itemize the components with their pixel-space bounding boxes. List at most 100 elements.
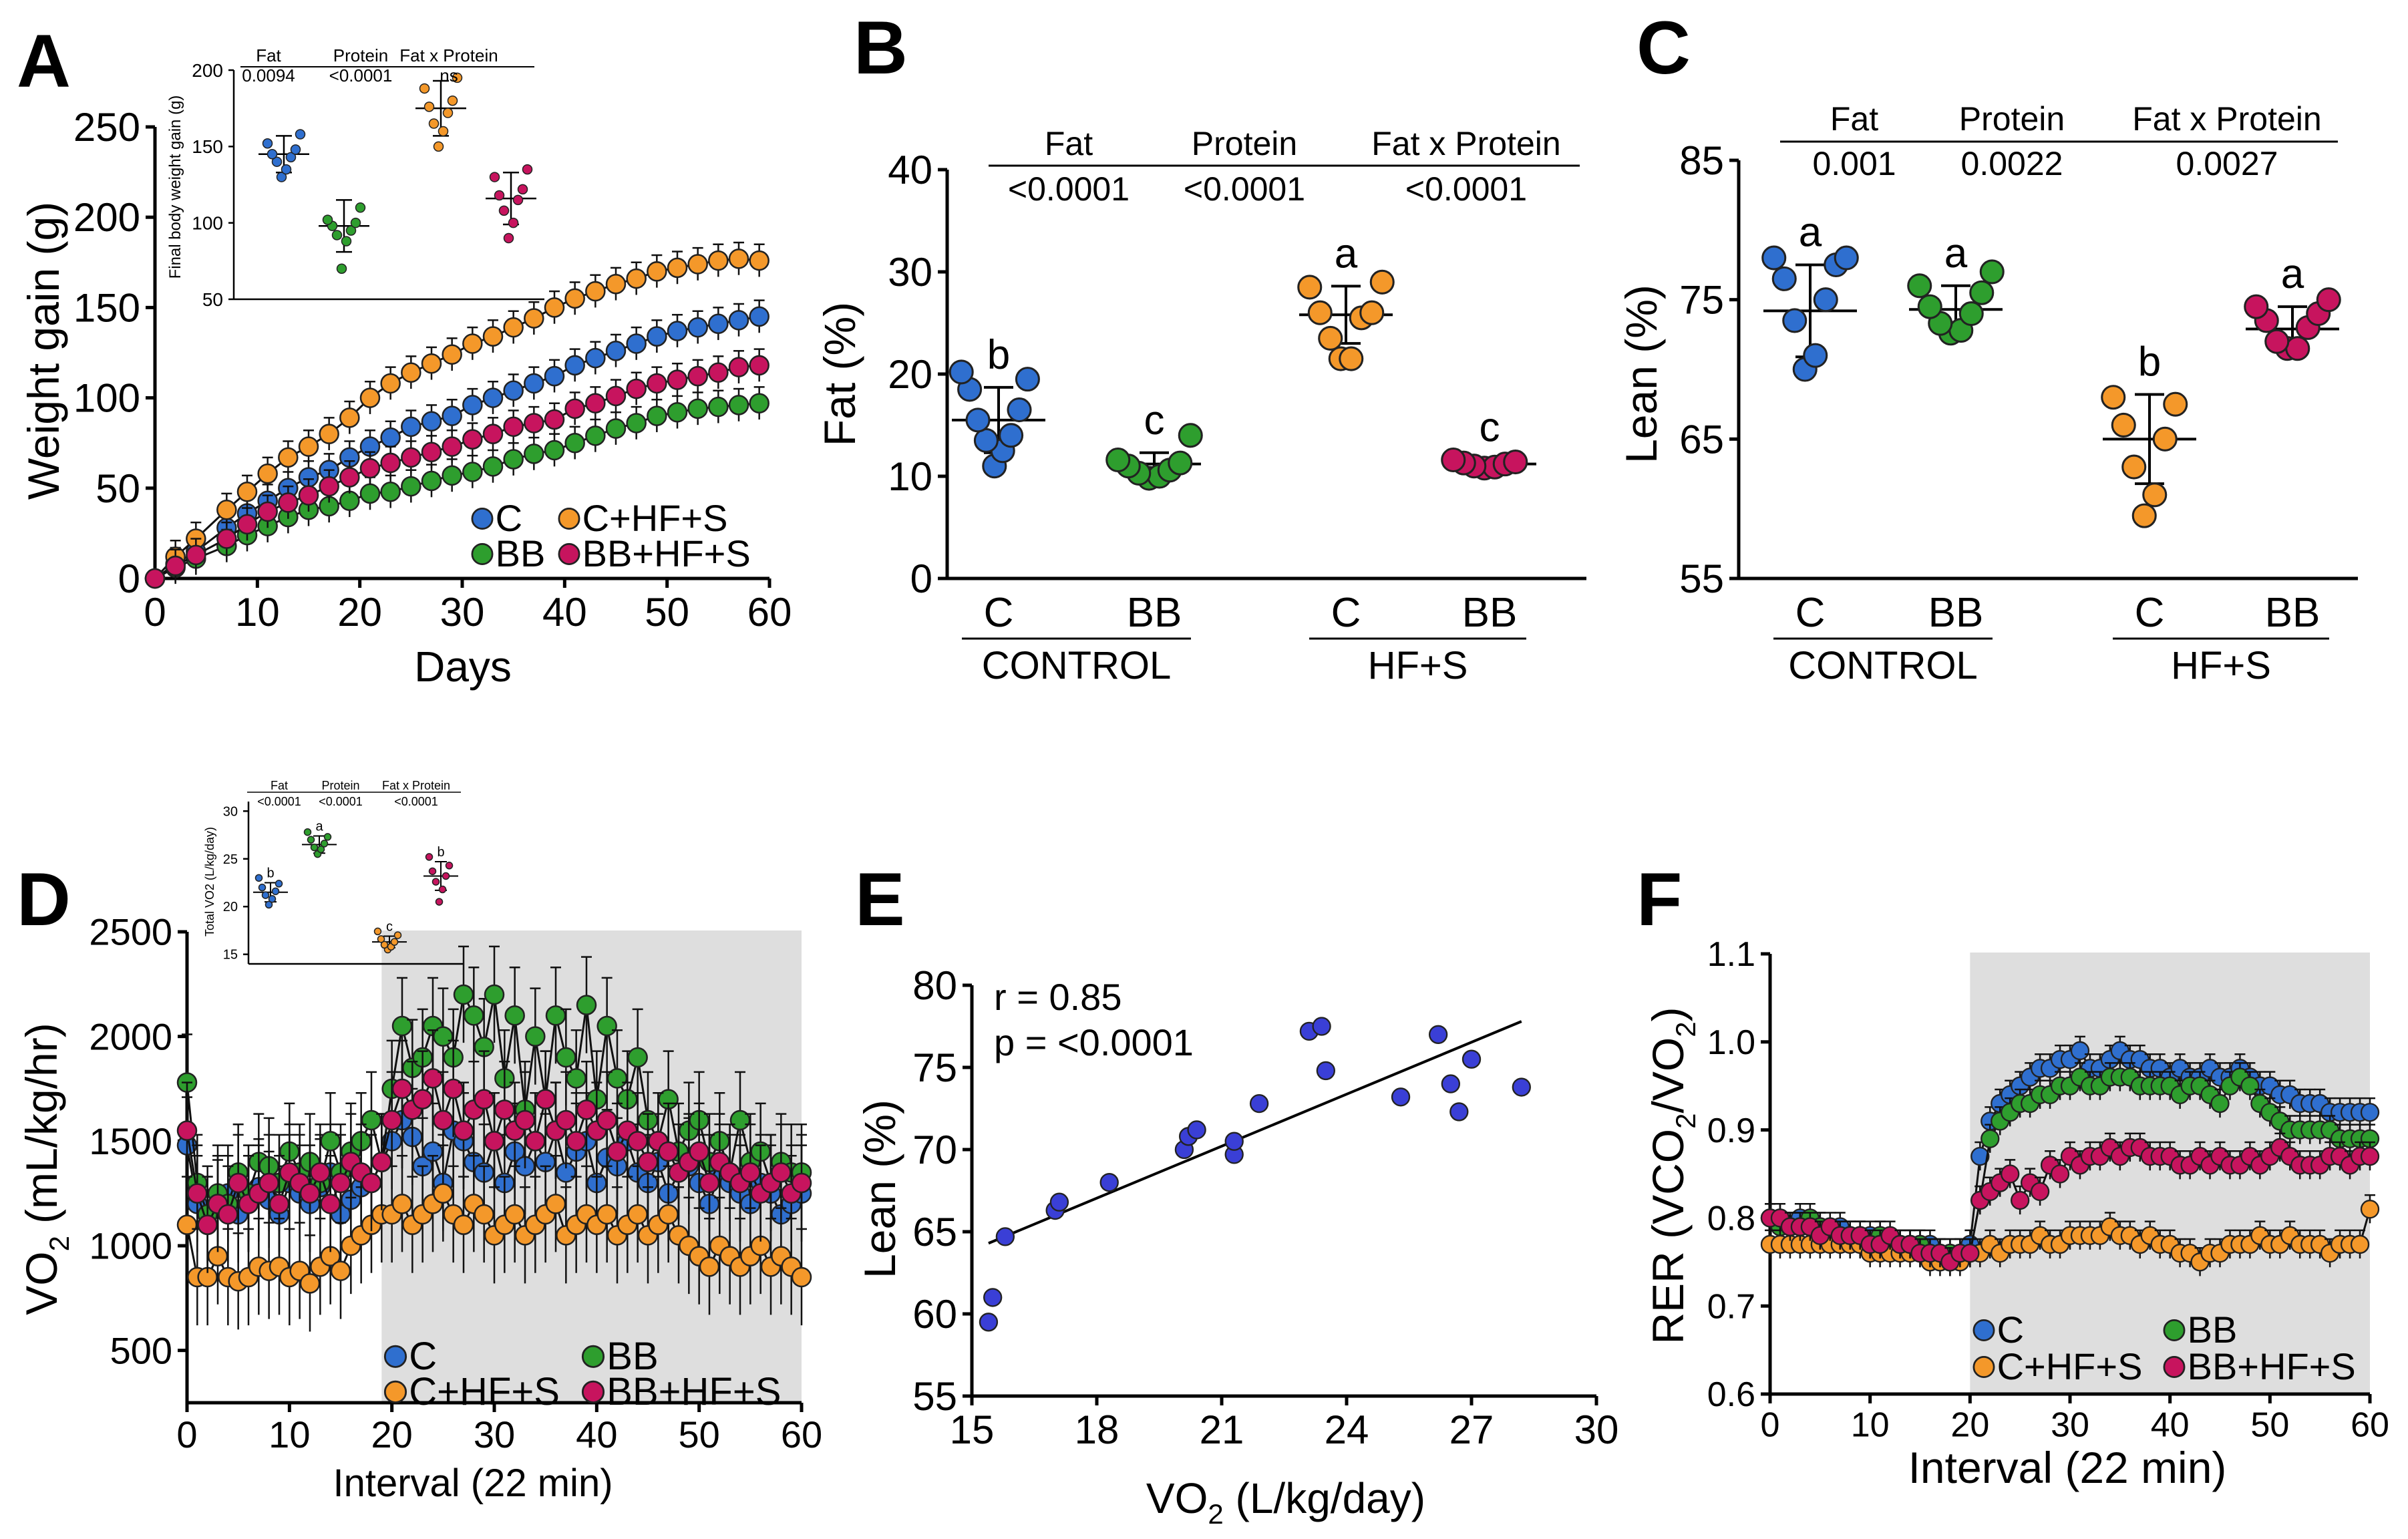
stats-p-value: <0.0001 [1008, 170, 1130, 208]
stats-p-value: <0.0001 [1405, 170, 1527, 208]
data-point [271, 887, 280, 896]
y-axis-title: Lean (%) [855, 1099, 904, 1278]
data-point [647, 373, 667, 394]
data-point [740, 1162, 761, 1183]
data-point [1503, 450, 1528, 475]
data-point [428, 867, 437, 876]
data-point [556, 1047, 576, 1068]
data-point [1771, 266, 1797, 291]
data-point [447, 95, 458, 106]
x-tick-label: 30 [1574, 1407, 1619, 1452]
data-point [1178, 423, 1203, 448]
data-point [236, 481, 258, 502]
data-point [544, 297, 565, 318]
x-tick-label: 30 [474, 1413, 515, 1456]
data-point [687, 317, 708, 338]
correlation-p: p = <0.0001 [994, 1021, 1194, 1063]
data-point [566, 1068, 586, 1089]
data-point [1168, 450, 1193, 476]
data-point [1813, 287, 1838, 313]
panel-a: 0 50 100 150 200 250 0 10 20 30 40 50 60 C C+HF+S BB BB+… [19, 105, 792, 691]
data-point [216, 499, 237, 520]
y-tick-label: 0.8 [1707, 1200, 1755, 1238]
data-point [310, 1162, 331, 1183]
data-point [336, 263, 347, 275]
data-point [298, 436, 319, 457]
data-point [482, 456, 504, 477]
stats-p-value: <0.0001 [319, 795, 363, 808]
data-point [965, 407, 991, 433]
data-point [442, 108, 454, 118]
data-point [2050, 1164, 2070, 1184]
x-tick-label: 10 [269, 1413, 310, 1456]
data-point [228, 1172, 248, 1194]
data-point [320, 840, 329, 848]
data-point [445, 862, 454, 870]
data-point [605, 385, 627, 407]
data-point [295, 129, 306, 140]
y-tick-label: 30 [223, 804, 238, 819]
x-tick-label: 20 [337, 590, 382, 635]
data-point [380, 373, 401, 394]
y-tick-label: 25 [223, 852, 238, 867]
panel-c: 55 65 75 85 a a b a C BB C BB CONTROL HF+S Fat Protein F… [1616, 100, 2358, 687]
data-point [556, 1109, 576, 1131]
data-point [482, 326, 504, 347]
data-point [484, 984, 505, 1005]
data-point [281, 164, 292, 175]
data-point [453, 1214, 474, 1235]
data-point [443, 1078, 464, 1099]
data-point [524, 444, 544, 464]
legend-marker-c [471, 508, 494, 530]
y-tick-label: 150 [73, 285, 140, 330]
data-point [423, 102, 435, 112]
category-label: BB [1462, 590, 1518, 636]
data-point [2210, 1093, 2230, 1114]
group-label: HF+S [2171, 644, 2271, 687]
data-point [525, 1026, 546, 1047]
x-tick-label: 27 [1449, 1407, 1494, 1452]
data-point [2121, 454, 2147, 480]
data-point [626, 413, 647, 434]
data-point [482, 423, 504, 444]
x-tick-label: 40 [576, 1413, 617, 1456]
stats-p-value: <0.0001 [394, 795, 438, 808]
category-label: C [984, 590, 1014, 636]
data-point [257, 501, 278, 522]
legend-marker-bbhfs [2163, 1356, 2186, 1379]
data-point [503, 317, 524, 338]
x-tick-label: 0 [1761, 1405, 1780, 1444]
panel-letter-f: F [1637, 858, 1682, 941]
data-point [1297, 275, 1323, 300]
data-point [236, 514, 258, 535]
x-tick-label: 60 [2351, 1405, 2389, 1444]
y-tick-label: 0.7 [1707, 1287, 1755, 1326]
y-axis-title: Weight gain (g) [19, 202, 68, 500]
data-point [2101, 385, 2126, 410]
data-point [658, 1141, 679, 1162]
panel-b: 0 10 20 30 40 b c a c C BB C BB CONTROL HF+S Fat Protein… [815, 125, 1586, 687]
data-point [359, 483, 381, 504]
x-tick-label: 10 [1851, 1405, 1890, 1444]
stats-p-value: <0.0001 [257, 795, 301, 808]
data-point [390, 938, 399, 946]
y-tick-label: 500 [110, 1329, 172, 1371]
data-point [339, 467, 360, 488]
y-tick-label: 75 [1679, 278, 1724, 323]
x-axis-title-main: VO [1146, 1474, 1208, 1522]
data-point [517, 184, 528, 195]
legend-label: C+HF+S [582, 497, 728, 539]
data-point [401, 416, 421, 438]
significance-letter: a [1944, 230, 1968, 277]
y-tick-label: 200 [192, 60, 223, 81]
data-point [276, 172, 287, 182]
y-tick-label: 10 [888, 454, 932, 499]
y-axis-title: VO2 (mL/kg/hr) [17, 1023, 75, 1315]
data-point [462, 395, 483, 415]
y-tick-label: 55 [912, 1374, 957, 1419]
data-point [1316, 1061, 1336, 1081]
data-point [453, 984, 474, 1005]
x-tick-label: 60 [781, 1413, 822, 1456]
legend-marker-chfs [383, 1380, 407, 1403]
